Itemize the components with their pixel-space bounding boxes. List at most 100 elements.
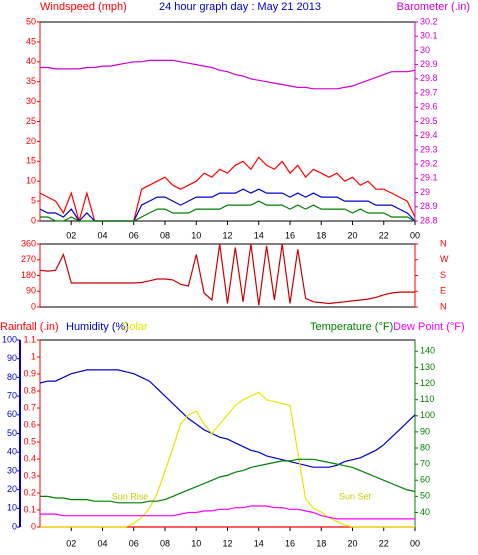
y2-tick-label: S: [440, 270, 446, 280]
x-tick-label: 04: [97, 230, 107, 240]
y-tick-label: 90: [26, 286, 36, 296]
series-line: [40, 505, 415, 520]
y2-tick-label: 30: [420, 45, 430, 55]
y2-tick-label: 130: [420, 362, 435, 372]
y2-tick-label: 30.2: [420, 16, 438, 26]
y2-tick-label: 29.2: [420, 159, 438, 169]
y2-tick-label: 28.8: [420, 215, 438, 225]
y-tick-label: 10: [7, 503, 17, 513]
series-header: Temperature (°F): [310, 321, 393, 333]
y2-tick-label: N: [440, 301, 447, 311]
y-tick-label: 25: [26, 116, 36, 126]
series-header: Barometer (.in): [397, 1, 470, 13]
y2-tick-label: 29.9: [420, 59, 438, 69]
y-tick-label: 10: [26, 176, 36, 186]
series-line: [40, 391, 415, 528]
x-tick-label: 00: [410, 538, 420, 548]
x-tick-label: 00: [410, 230, 420, 240]
x-tick-label: 10: [191, 538, 201, 548]
annotation: Sun Rise: [112, 491, 149, 501]
y-tick-label: 40: [26, 56, 36, 66]
y2-tick-label: 29.4: [420, 130, 438, 140]
y-tick-label: 35: [26, 76, 36, 86]
plot-area: [39, 21, 416, 222]
y2-tick-label: E: [440, 286, 446, 296]
y3-tick-label: 0: [31, 521, 36, 531]
y2-tick-label: 100: [420, 410, 435, 420]
y3-tick-label: 0.6: [23, 419, 36, 429]
x-tick-label: 08: [160, 230, 170, 240]
y-tick-label: 180: [21, 270, 36, 280]
y3-tick-label: 0.5: [23, 436, 36, 446]
y-tick-label: 15: [26, 156, 36, 166]
y3-tick-label: 0.4: [23, 453, 36, 463]
y3-tick-label: 1.1: [23, 334, 36, 344]
y2-tick-label: 29.7: [420, 87, 438, 97]
y-tick-label: 100: [2, 334, 17, 344]
x-tick-label: 06: [129, 230, 139, 240]
x-tick-label: 20: [347, 230, 357, 240]
y3-tick-label: 1: [31, 351, 36, 361]
y-tick-label: 60: [7, 409, 17, 419]
y-tick-label: 40: [7, 447, 17, 457]
x-tick-label: 12: [222, 230, 232, 240]
y2-tick-label: 110: [420, 394, 434, 404]
y2-tick-label: 40: [420, 507, 430, 517]
series-line: [40, 200, 416, 222]
y2-tick-label: 29.1: [420, 173, 438, 183]
x-tick-label: 02: [66, 538, 76, 548]
series-header: Rainfall (.in): [0, 321, 59, 333]
series-header: Solar: [122, 321, 148, 333]
y2-tick-label: 80: [420, 442, 430, 452]
y2-tick-label: 70: [420, 459, 430, 469]
y2-tick-label: 120: [420, 378, 435, 388]
x-tick-label: 20: [347, 538, 357, 548]
y2-tick-label: 50: [420, 491, 430, 501]
y3-tick-label: 0.2: [23, 487, 36, 497]
x-tick-label: 22: [379, 230, 389, 240]
y2-tick-label: 29.8: [420, 73, 438, 83]
x-tick-label: 16: [285, 538, 295, 548]
y3-tick-label: 0.7: [23, 402, 36, 412]
x-tick-label: 08: [160, 538, 170, 548]
x-tick-label: 06: [129, 538, 139, 548]
y2-tick-label: 60: [420, 475, 430, 485]
y-tick-label: 50: [7, 428, 17, 438]
series-line: [39, 243, 415, 306]
series-header: Humidity (%): [66, 321, 129, 333]
y2-tick-label: 30.1: [420, 31, 438, 41]
y2-tick-label: 140: [420, 346, 435, 356]
y-tick-label: 5: [31, 195, 36, 205]
y3-tick-label: 0.9: [23, 368, 36, 378]
x-tick-label: 22: [379, 538, 389, 548]
y3-tick-label: 0.1: [23, 504, 36, 514]
y2-tick-label: N: [440, 238, 447, 248]
y-tick-label: 80: [7, 372, 17, 382]
y-tick-label: 50: [26, 16, 36, 26]
series-line: [40, 458, 416, 504]
plot-area: [39, 243, 416, 308]
series-header: Windspeed (mph): [40, 1, 127, 13]
x-tick-label: 14: [254, 538, 264, 548]
x-tick-label: 02: [66, 230, 76, 240]
x-tick-label: 14: [254, 230, 264, 240]
y-tick-label: 0: [31, 215, 36, 225]
y-tick-label: 90: [7, 353, 17, 363]
y-tick-label: 20: [26, 136, 36, 146]
x-tick-label: 04: [97, 538, 107, 548]
y2-tick-label: 28.9: [420, 201, 438, 211]
series-line: [40, 59, 416, 90]
y-tick-label: 30: [26, 96, 36, 106]
y2-tick-label: 29.3: [420, 144, 438, 154]
y2-tick-label: W: [440, 254, 449, 264]
x-tick-label: 10: [191, 230, 201, 240]
y-tick-label: 0: [12, 521, 17, 531]
chart-title: 24 hour graph day : May 21 2013: [159, 1, 321, 13]
x-tick-label: 12: [222, 538, 232, 548]
y-tick-label: 70: [7, 390, 17, 400]
y3-tick-label: 0.8: [23, 385, 36, 395]
y-tick-label: 0: [31, 301, 36, 311]
y3-tick-label: 0.3: [23, 470, 36, 480]
y-tick-label: 30: [7, 465, 17, 475]
